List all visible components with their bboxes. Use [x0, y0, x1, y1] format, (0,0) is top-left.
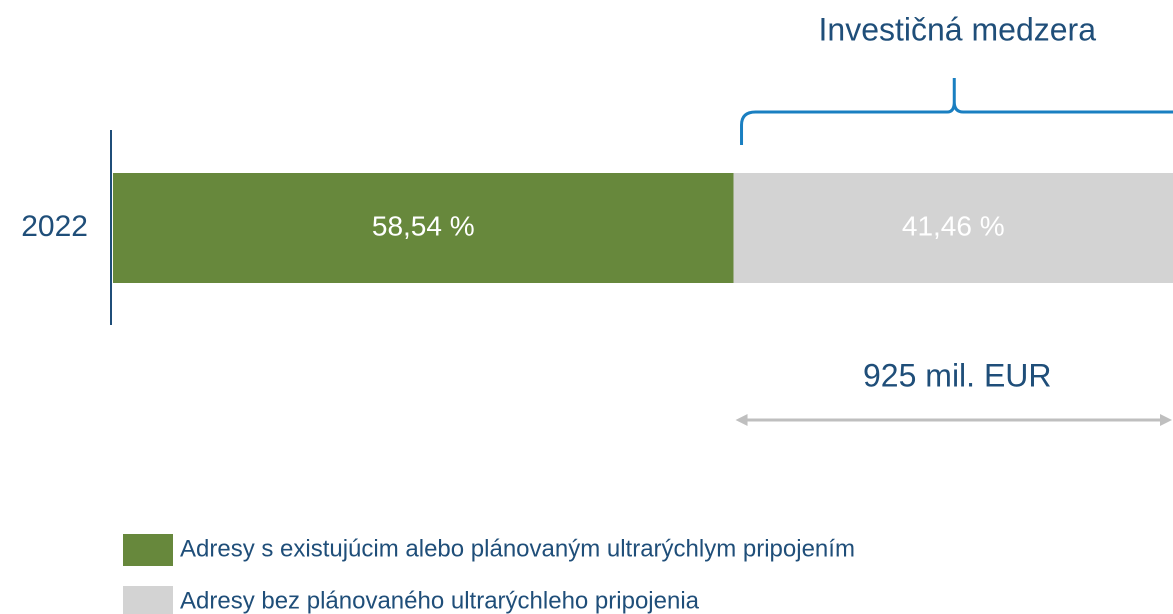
annotation: 925 mil. EUR [863, 357, 1052, 393]
bar-segment [733, 173, 1173, 283]
legend-swatch [123, 586, 173, 614]
bar-segment [113, 173, 734, 283]
category-label: 2022 [21, 210, 88, 243]
legend-swatch [123, 534, 173, 566]
arrow-head [735, 414, 748, 426]
legend-label: Adresy s existujúcim alebo plánovaným ul… [180, 535, 855, 562]
arrow-head [1160, 414, 1172, 426]
legend-label: Adresy bez plánovaného ultrarýchleho pri… [180, 587, 700, 614]
brace [740, 78, 1173, 145]
annotation: Investičná medzera [819, 11, 1097, 47]
value-label: 41,46 % [902, 210, 1005, 241]
value-label: 58,54 % [372, 210, 475, 241]
